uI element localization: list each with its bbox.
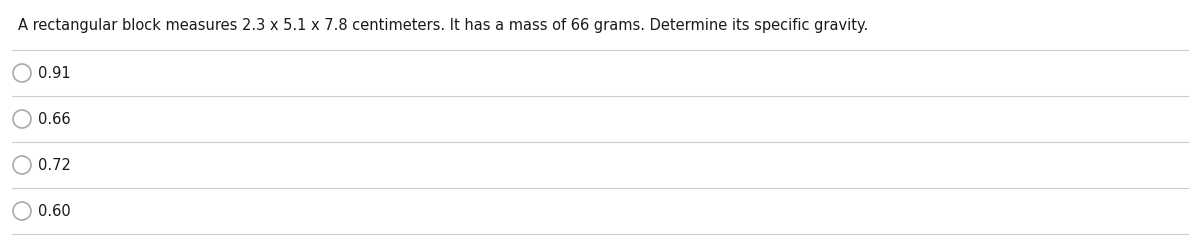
Text: 0.60: 0.60 — [38, 203, 71, 219]
Text: 0.72: 0.72 — [38, 158, 71, 173]
Text: A rectangular block measures 2.3 x 5.1 x 7.8 centimeters. It has a mass of 66 gr: A rectangular block measures 2.3 x 5.1 x… — [18, 18, 869, 33]
Text: 0.66: 0.66 — [38, 112, 71, 126]
Text: 0.91: 0.91 — [38, 65, 71, 80]
